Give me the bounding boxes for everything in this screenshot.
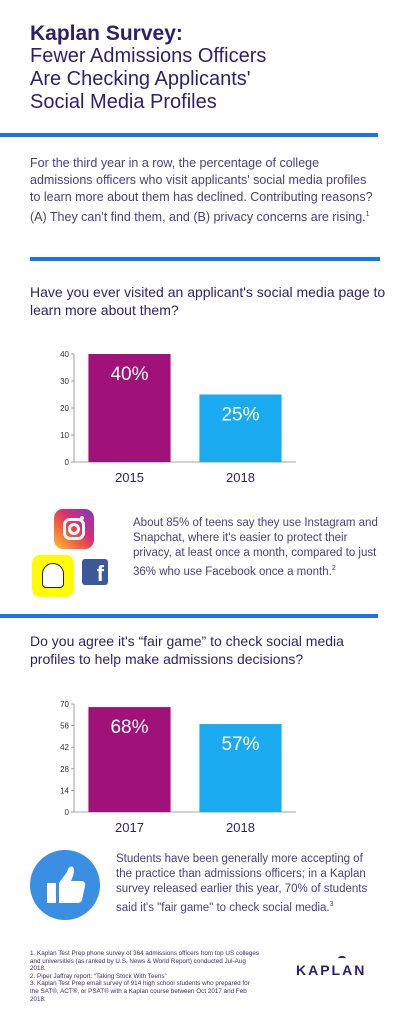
x-tick-label-2017: 2017 bbox=[115, 820, 144, 835]
page-title: Kaplan Survey: Fewer Admissions Officers… bbox=[30, 22, 390, 114]
chart-1: 0 10 20 30 40 40% 2015 25% 2018 bbox=[60, 350, 300, 495]
bar-2015 bbox=[88, 354, 171, 462]
x-tick-label-2015: 2015 bbox=[115, 470, 144, 485]
title-line-2: Are Checking Applicants' bbox=[30, 68, 251, 90]
y-tick-label-5: 70 bbox=[60, 700, 69, 709]
footnote-ref-3: 3 bbox=[329, 901, 334, 908]
divider-1 bbox=[30, 257, 380, 261]
intro-paragraph: For the third year in a row, the percent… bbox=[30, 155, 380, 226]
bar-value-label-2017: 68% bbox=[110, 717, 148, 738]
footnote-ref-1: 1 bbox=[365, 211, 370, 218]
y-tick-label-4: 56 bbox=[60, 722, 69, 731]
students-agree-body: Students have been generally more accept… bbox=[116, 853, 368, 914]
footnote-2: 2. Piper Jaffray report: “Taking Stock W… bbox=[30, 972, 167, 980]
chart-2: 0 14 28 42 56 70 68% 2017 57% 2018 bbox=[60, 700, 300, 845]
divider-top bbox=[0, 133, 378, 137]
instagram-icon bbox=[54, 509, 94, 549]
y-tick-label-1: 14 bbox=[60, 786, 69, 795]
x-tick-label-2018: 2018 bbox=[226, 470, 255, 485]
bar-2017 bbox=[88, 707, 171, 812]
title-bold: Kaplan Survey: bbox=[30, 22, 183, 45]
facebook-icon: f bbox=[82, 559, 108, 585]
kaplan-logo: KAPLAN bbox=[296, 962, 367, 978]
footnote-3: 3. Kaplan Test Prep email survey of 914 … bbox=[30, 980, 250, 1003]
chart-2-svg: 0 14 28 42 56 70 68% 2017 57% 2018 bbox=[60, 700, 296, 835]
intro-text: For the third year in a row, the percent… bbox=[30, 156, 373, 225]
teens-social-body: About 85% of teens say they use Instagra… bbox=[133, 517, 378, 578]
y-tick-label-4: 40 bbox=[60, 350, 69, 359]
y-tick-label-2: 28 bbox=[60, 765, 69, 774]
bar-2018 bbox=[199, 724, 282, 812]
question-2: Do you agree it's “fair game” to check s… bbox=[30, 633, 344, 667]
footnotes: 1. Kaplan Test Prep phone survey of 364 … bbox=[30, 950, 260, 1003]
question-1: Have you ever visited an applicant's soc… bbox=[30, 284, 386, 318]
y-tick-label-1: 10 bbox=[60, 431, 69, 440]
footnote-1: 1. Kaplan Test Prep phone survey of 364 … bbox=[30, 950, 260, 973]
y-tick-label-3: 42 bbox=[60, 743, 69, 752]
y-tick-label-0: 0 bbox=[65, 458, 70, 467]
teens-social-text: About 85% of teens say they use Instagra… bbox=[133, 516, 381, 580]
bar-value-label-2018: 25% bbox=[221, 405, 259, 426]
title-line-3: Social Media Profiles bbox=[30, 91, 217, 113]
thumbs-up-icon bbox=[30, 850, 100, 920]
y-tick-label-3: 30 bbox=[60, 377, 69, 386]
snapchat-icon bbox=[32, 555, 74, 597]
footnote-ref-2: 2 bbox=[331, 565, 336, 572]
bar-value-label-2018: 57% bbox=[221, 734, 259, 755]
y-tick-label-2: 20 bbox=[60, 404, 69, 413]
chart-1-svg: 0 10 20 30 40 40% 2015 25% 2018 bbox=[60, 350, 296, 485]
divider-2 bbox=[0, 614, 378, 618]
bar-value-label-2015: 40% bbox=[110, 364, 148, 385]
logo-arc bbox=[338, 956, 346, 961]
y-tick-label-0: 0 bbox=[65, 808, 70, 817]
x-tick-label-2018: 2018 bbox=[226, 820, 255, 835]
students-agree-text: Students have been generally more accept… bbox=[116, 852, 381, 916]
bar-2018 bbox=[199, 394, 282, 462]
social-icons: f bbox=[30, 507, 120, 597]
title-line-1: Fewer Admissions Officers bbox=[30, 45, 267, 67]
